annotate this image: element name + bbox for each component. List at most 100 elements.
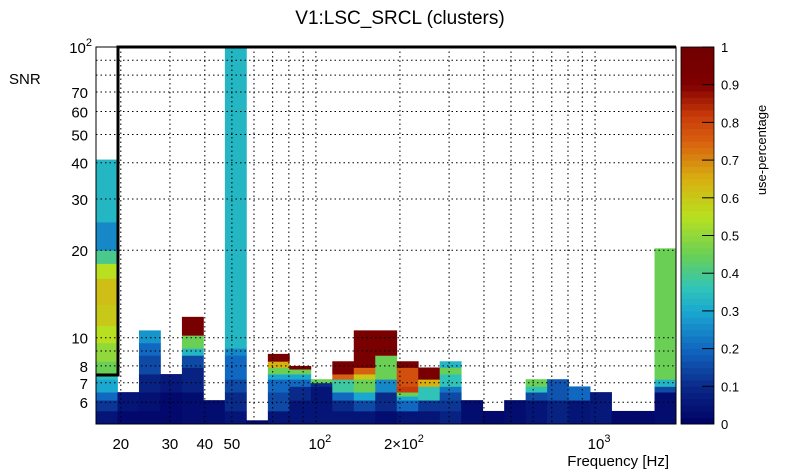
colorbar-swatch (681, 336, 714, 343)
heatmap-cell (633, 410, 655, 425)
heatmap-cell (396, 410, 419, 425)
heatmap-cell (396, 396, 419, 401)
heatmap-cell (418, 410, 441, 425)
x-tick-label-text: 50 (224, 436, 241, 453)
heatmap-cell (504, 400, 527, 425)
heatmap-cell (353, 374, 376, 380)
x-tick-label-text: 2×10 (384, 436, 418, 453)
colorbar-swatch (681, 222, 714, 230)
heatmap-cell (160, 374, 183, 393)
heatmap-cell (289, 365, 312, 370)
heatmap-cell (267, 379, 290, 393)
colorbar-tick-label: 0.8 (721, 115, 739, 130)
colorbar-swatch (681, 304, 714, 312)
y-tick-label-text: 6 (80, 395, 88, 412)
heatmap-cell (396, 367, 419, 387)
heatmap-cell (181, 355, 204, 368)
heatmap-cell (96, 400, 118, 412)
colorbar-swatch (681, 72, 714, 79)
colorbar-swatch (681, 354, 714, 362)
colorbar-tick-label: 0.5 (721, 229, 739, 244)
highlight-contour (96, 45, 676, 377)
colorbar-swatch (681, 53, 714, 61)
heatmap-cell (181, 392, 204, 425)
y-tick-label-text: 8 (80, 359, 88, 376)
y-tick-label-text: 40 (71, 156, 88, 173)
colorbar-swatch (681, 103, 714, 111)
x-tick-label: 2×102 (384, 433, 424, 453)
heatmap-cell (267, 392, 290, 412)
colorbar-swatch (681, 380, 714, 387)
x-tick-label: 103 (588, 433, 611, 453)
colorbar-swatch (681, 254, 714, 262)
heatmap-cell (138, 410, 161, 425)
heatmap-cell (332, 392, 355, 401)
heatmap-cell (332, 361, 355, 375)
colorbar: 0 0.1 0.2 0.3 0.4 0.5 0.6 0.7 0.8 0.9 1 (680, 40, 739, 432)
heatmap-cell (96, 304, 118, 327)
colorbar-swatch (681, 109, 714, 117)
y-tick-label-text: 7 (80, 376, 88, 393)
colorbar-swatch (681, 141, 714, 149)
heatmap-cell (375, 330, 398, 356)
colorbar-swatch (681, 191, 714, 199)
colorbar-swatch (681, 273, 714, 280)
colorbar-tick-label: 0.7 (721, 153, 739, 168)
heatmap-cell (439, 367, 462, 375)
heatmap-cell (96, 263, 118, 279)
colorbar-swatch (681, 210, 714, 218)
heatmap-cell (96, 379, 118, 393)
colorbar-tick-label: 1 (721, 40, 728, 55)
heatmap-cell (396, 392, 419, 397)
heatmap-cell (96, 222, 118, 251)
heatmap-cell (396, 400, 419, 412)
heatmap-cell (310, 382, 333, 387)
x-axis-label: Frequency [Hz] (567, 453, 669, 470)
colorbar-tick-label: 0 (721, 417, 728, 432)
heatmap-cell (310, 379, 333, 384)
colorbar-tick-label: 0.3 (721, 304, 739, 319)
chart-title: V1:LSC_SRCL (clusters) (295, 8, 504, 29)
heatmap-cell (289, 374, 312, 380)
colorbar-swatch (681, 65, 714, 73)
heatmap-cell (439, 374, 462, 387)
heatmap-cell (525, 379, 548, 387)
heatmap-cell (96, 250, 118, 264)
colorbar-swatch (681, 373, 714, 381)
y-tick-label-exponent: 2 (86, 37, 92, 49)
heatmap-cell (396, 361, 419, 368)
colorbar-swatch (681, 298, 714, 306)
heatmap-cell (439, 361, 462, 368)
heatmap-cell (482, 410, 505, 425)
heatmap-cell (181, 335, 204, 349)
y-tick-label: 6 (80, 395, 88, 412)
y-tick-label: 8 (80, 359, 88, 376)
heatmap-cell (181, 316, 204, 336)
heatmap-cell (138, 374, 161, 393)
colorbar-swatch (681, 47, 714, 54)
heatmap-cell (439, 386, 462, 393)
colorbar-swatch (681, 392, 714, 400)
colorbar-tick-label: 0.1 (721, 379, 739, 394)
y-tick-label: 30 (71, 192, 88, 209)
heatmap-cell (96, 159, 118, 223)
colorbar-swatch (681, 116, 714, 123)
heatmap-cell (439, 410, 462, 425)
colorbar-swatch (681, 197, 714, 205)
x-tick-label-exponent: 3 (604, 433, 610, 445)
heatmap-cell (310, 386, 333, 425)
y-tick-label: 40 (71, 156, 88, 173)
colorbar-swatch (681, 367, 714, 375)
colorbar-swatch (681, 342, 714, 350)
heatmap-cell (654, 248, 677, 380)
x-tick-label-exponent: 2 (418, 433, 424, 445)
heatmap-cell (547, 379, 569, 401)
heatmap-cell (525, 400, 548, 425)
x-tick-label: 20 (112, 436, 129, 453)
heatmap-cell (96, 361, 118, 375)
heatmap-cell (224, 379, 247, 393)
colorbar-swatch (681, 361, 714, 368)
colorbar-swatch (681, 405, 714, 412)
heatmap-cell (96, 342, 118, 362)
